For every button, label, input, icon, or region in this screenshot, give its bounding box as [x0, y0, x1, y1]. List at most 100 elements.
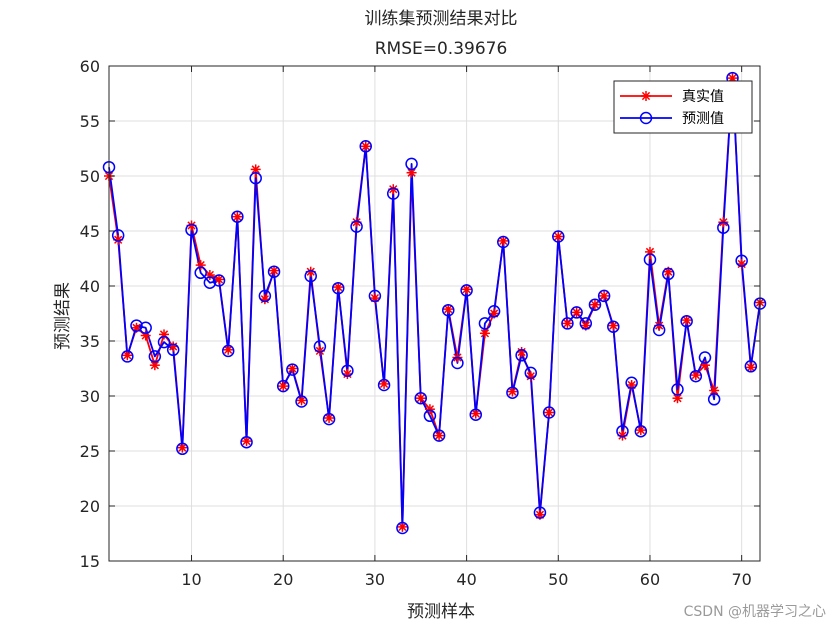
- data-point-1: [461, 284, 472, 295]
- y-tick-label: 30: [80, 387, 100, 406]
- x-axis-label: 预测样本: [407, 602, 475, 622]
- y-axis-label: 预测结果: [53, 282, 73, 350]
- data-point-2: [643, 253, 657, 266]
- data-point-1: [296, 395, 307, 406]
- data-point-2: [240, 435, 253, 449]
- data-point-2: [597, 289, 611, 303]
- data-point-2: [735, 254, 748, 267]
- data-point-2: [497, 235, 510, 249]
- data-point-1: [324, 413, 335, 423]
- data-point-1: [397, 521, 408, 532]
- x-tick-label: 40: [456, 570, 476, 589]
- data-point-1: [571, 307, 582, 318]
- data-point-2: [414, 391, 427, 405]
- data-point-2: [579, 317, 593, 330]
- data-point-2: [258, 289, 272, 303]
- data-point-2: [148, 350, 162, 363]
- data-point-2: [707, 393, 721, 406]
- data-point-1: [635, 425, 646, 436]
- data-point-2: [506, 386, 519, 399]
- data-point-2: [524, 366, 538, 380]
- data-point-1: [672, 393, 683, 404]
- data-point-2: [203, 276, 217, 289]
- y-tick-label: 55: [80, 112, 100, 131]
- data-point-1: [415, 393, 426, 404]
- data-point-2: [304, 269, 317, 283]
- data-point-2: [130, 319, 143, 332]
- data-point-2: [212, 274, 226, 287]
- data-point-2: [469, 408, 483, 421]
- y-tick-label: 50: [80, 167, 100, 186]
- data-point-2: [267, 265, 281, 278]
- data-point-1: [690, 370, 701, 381]
- data-point-2: [423, 409, 437, 423]
- data-point-1: [149, 360, 160, 371]
- data-point-1: [479, 328, 490, 339]
- data-point-2: [405, 157, 418, 171]
- data-point-2: [432, 429, 446, 442]
- data-point-1: [498, 235, 509, 246]
- data-point-2: [533, 506, 547, 519]
- x-tick-label: 30: [365, 570, 385, 589]
- data-point-2: [625, 376, 638, 390]
- y-tick-label: 60: [80, 57, 100, 76]
- data-point-1: [360, 141, 371, 152]
- data-point-2: [515, 349, 528, 362]
- data-point-2: [249, 171, 262, 185]
- y-tick-label: 35: [80, 332, 100, 351]
- x-tick-label: 50: [548, 570, 568, 589]
- data-point-1: [553, 231, 564, 242]
- data-point-2: [588, 298, 602, 311]
- data-point-2: [671, 383, 684, 396]
- x-tick-label: 20: [273, 570, 293, 589]
- data-point-1: [544, 407, 555, 418]
- data-point-1: [113, 234, 124, 245]
- x-tick-label: 60: [640, 570, 660, 589]
- data-point-2: [662, 267, 675, 281]
- data-point-2: [552, 230, 565, 243]
- data-point-2: [111, 229, 125, 242]
- data-point-2: [451, 356, 464, 370]
- data-point-2: [652, 323, 666, 337]
- data-point-2: [194, 266, 207, 280]
- data-point-1: [232, 211, 243, 222]
- data-point-1: [424, 404, 435, 415]
- data-point-2: [744, 360, 758, 373]
- legend-marker-2: [639, 111, 653, 125]
- y-tick-label: 40: [80, 277, 100, 296]
- data-point-2: [121, 350, 134, 363]
- data-point-2: [386, 187, 400, 200]
- data-point-1: [269, 265, 280, 276]
- data-point-2: [313, 340, 327, 353]
- data-point-1: [223, 344, 234, 355]
- data-point-2: [139, 321, 152, 335]
- y-tick-label: 15: [80, 552, 100, 571]
- y-tick-label: 20: [80, 497, 100, 516]
- data-point-1: [122, 350, 133, 361]
- data-point-2: [680, 314, 693, 328]
- watermark-text: CSDN @机器学习之心: [684, 604, 826, 620]
- data-point-2: [634, 424, 648, 438]
- data-point-2: [689, 369, 703, 383]
- data-point-1: [287, 363, 298, 374]
- plot-area: [109, 66, 760, 561]
- y-tick-label: 45: [80, 222, 100, 241]
- data-point-1: [443, 304, 454, 315]
- legend-label-2: 预测值: [682, 111, 724, 127]
- data-point-2: [331, 281, 345, 295]
- data-point-2: [157, 335, 171, 349]
- data-point-2: [286, 363, 299, 376]
- data-point-1: [608, 320, 619, 331]
- legend-marker-1: [641, 91, 651, 101]
- data-point-2: [359, 140, 372, 153]
- data-point-1: [681, 315, 692, 326]
- data-point-2: [322, 412, 336, 426]
- data-point-1: [562, 318, 573, 329]
- data-point-2: [570, 306, 583, 319]
- ticks: 10 20 30 40 50 60 70 15 20 25 30 35 40 45 50 55 60: [80, 57, 760, 589]
- data-point-2: [561, 317, 574, 330]
- data-point-2: [460, 284, 473, 297]
